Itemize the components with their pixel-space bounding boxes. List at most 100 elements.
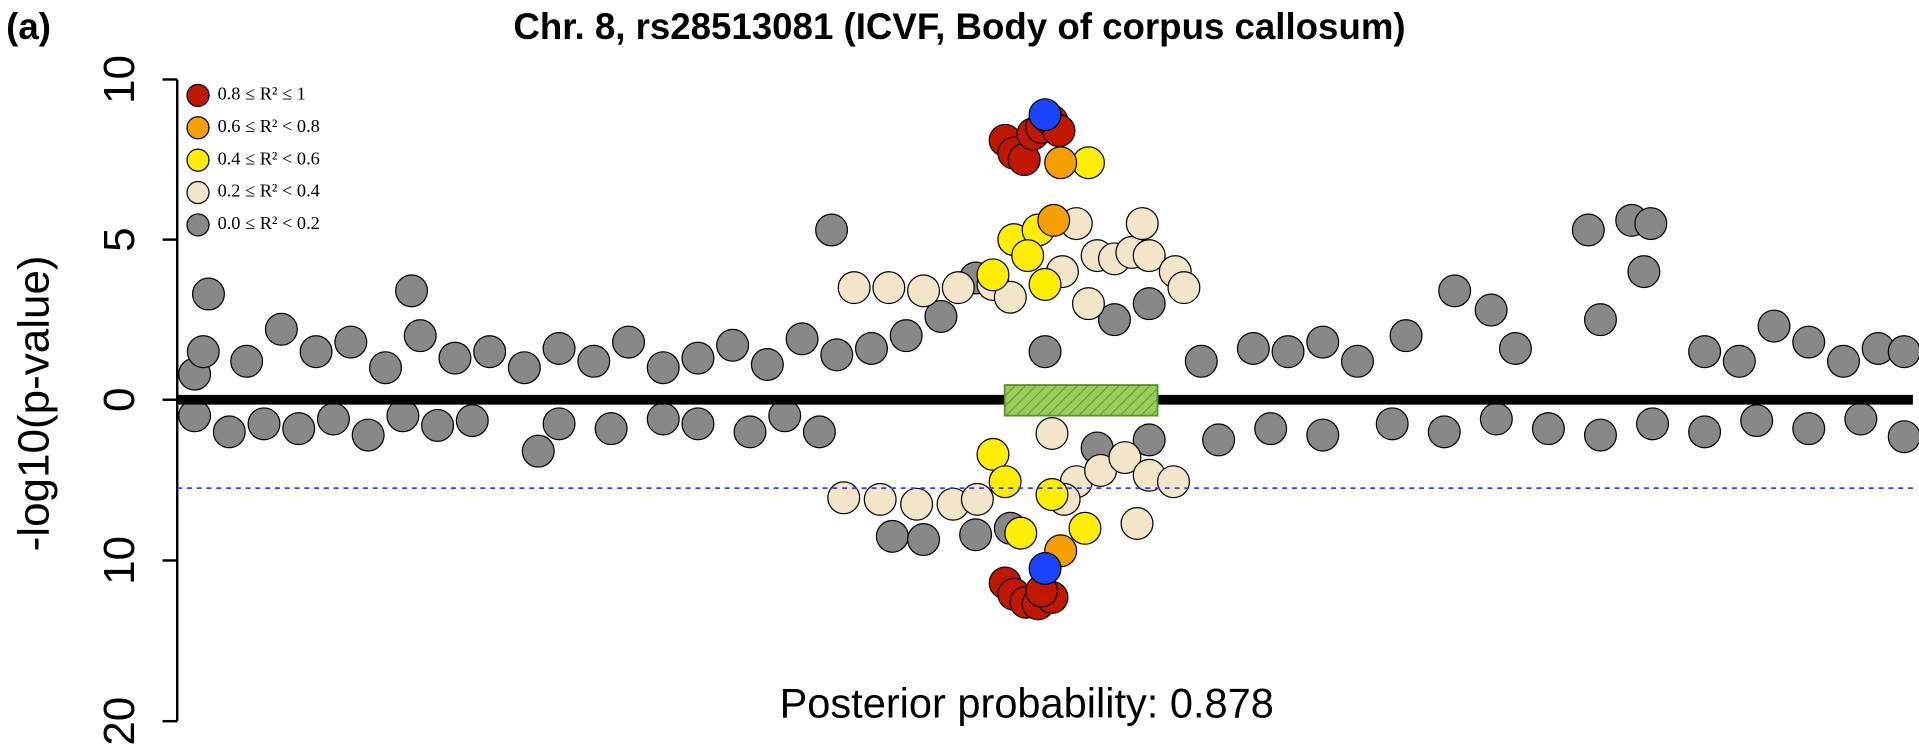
point [421, 408, 455, 442]
point [386, 399, 420, 433]
point [473, 335, 507, 369]
point [1125, 207, 1159, 241]
y-tick-label: 10 [95, 55, 144, 104]
point [1184, 344, 1218, 378]
legend-label: 0.8 ≤ R² ≤ 1 [218, 84, 306, 104]
point [191, 277, 225, 311]
point [1011, 239, 1045, 273]
point [907, 274, 941, 308]
point [1844, 402, 1878, 436]
point [1887, 335, 1919, 369]
point [1028, 98, 1062, 132]
point [681, 407, 715, 441]
point [837, 271, 871, 305]
point [681, 341, 715, 375]
point [976, 258, 1010, 292]
point [1583, 418, 1617, 452]
point [854, 331, 888, 365]
point [960, 482, 994, 516]
point [875, 519, 909, 553]
point [438, 341, 472, 375]
point [1035, 478, 1069, 512]
legend: 0.8 ≤ R² ≤ 1 0.6 ≤ R² < 0.8 0.4 ≤ R² < 0.6… [186, 83, 320, 237]
point [1132, 423, 1166, 457]
point [1438, 274, 1472, 308]
point [1071, 146, 1105, 180]
point [1132, 287, 1166, 321]
point [1004, 516, 1038, 550]
point [1236, 331, 1270, 365]
y-axis-label: -log10(p-value) [9, 255, 58, 551]
point [212, 415, 246, 449]
point [900, 487, 934, 521]
point [1097, 303, 1131, 337]
point [941, 271, 975, 305]
legend-label: 0.6 ≤ R² < 0.8 [218, 116, 320, 136]
legend-marker [186, 213, 210, 237]
y-tick-label: 20 [95, 697, 144, 746]
point [1108, 441, 1142, 475]
point [1688, 335, 1722, 369]
point [247, 407, 281, 441]
point [768, 399, 802, 433]
y-tick-label: 5 [95, 227, 144, 251]
point [1826, 344, 1860, 378]
legend-marker [186, 180, 210, 205]
point [1120, 506, 1154, 540]
point [1202, 423, 1236, 457]
point [1740, 404, 1774, 438]
point [521, 434, 555, 468]
points [178, 98, 1919, 621]
legend-label: 0.0 ≤ R² < 0.2 [218, 213, 320, 233]
point [889, 319, 923, 353]
point [1254, 412, 1288, 446]
point [1028, 267, 1062, 301]
legend-marker [186, 116, 210, 140]
point [1498, 331, 1532, 365]
point [594, 412, 628, 446]
point [733, 415, 767, 449]
point [1583, 303, 1617, 337]
point [507, 351, 541, 385]
point [612, 325, 646, 359]
point [1068, 511, 1102, 545]
y-tick-label: 0 [95, 387, 144, 411]
point [646, 351, 680, 385]
point [1028, 335, 1062, 369]
legend-label: 0.2 ≤ R² < 0.4 [218, 181, 320, 201]
point [1427, 415, 1461, 449]
legend-marker [186, 148, 210, 172]
point [1271, 335, 1305, 369]
point [1722, 344, 1756, 378]
point [1044, 146, 1078, 180]
point [542, 407, 576, 441]
point [351, 418, 385, 452]
region-box [1003, 384, 1159, 417]
point [907, 523, 941, 557]
point [959, 518, 993, 552]
point [863, 482, 897, 516]
point [178, 399, 212, 433]
point [1306, 418, 1340, 452]
point [1156, 465, 1191, 499]
point [1531, 412, 1565, 446]
point [1071, 287, 1105, 321]
point [646, 402, 680, 436]
point [1634, 207, 1668, 241]
point [577, 344, 611, 378]
point [186, 335, 220, 369]
chart-title: Chr. 8, rs28513081 (ICVF, Body of corpus… [513, 6, 1405, 47]
point [827, 481, 861, 515]
legend-label: 0.4 ≤ R² < 0.6 [218, 148, 320, 168]
point [334, 325, 368, 359]
point [924, 299, 958, 333]
legend-marker [186, 83, 210, 107]
point [403, 319, 437, 353]
point [988, 465, 1022, 499]
point [716, 328, 750, 362]
point [993, 280, 1027, 314]
point [872, 271, 906, 305]
annotation: Posterior probability: 0.878 [780, 679, 1274, 726]
point [820, 338, 854, 372]
